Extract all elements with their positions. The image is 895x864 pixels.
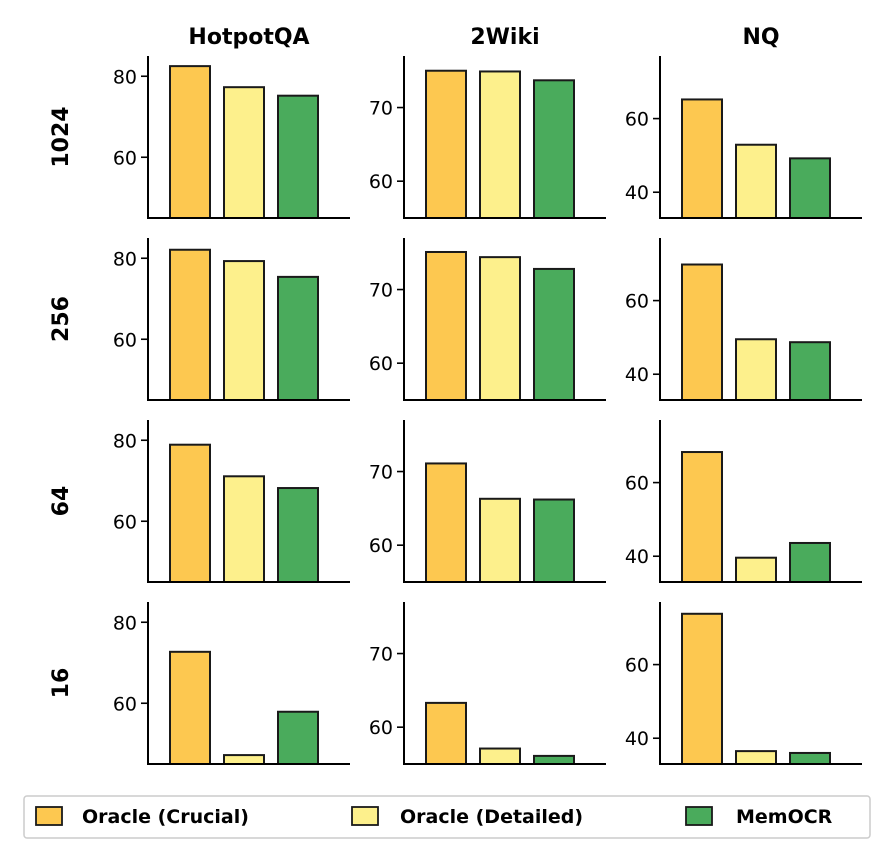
legend-label-memocr: MemOCR	[736, 806, 833, 828]
bar-oracle-detailed	[223, 475, 265, 584]
bar-oracle-detailed	[223, 86, 265, 219]
bar-oracle-crucial	[681, 612, 723, 765]
y-tick-label: 60	[113, 511, 137, 533]
bar-memocr	[277, 487, 319, 584]
y-tick-label: 40	[625, 182, 649, 204]
legend: Oracle (Crucial) Oracle (Detailed) MemOC…	[23, 795, 871, 839]
bar-memocr	[789, 157, 831, 219]
bar-memocr	[533, 267, 575, 401]
legend-label-oracle-crucial: Oracle (Crucial)	[82, 806, 249, 828]
y-tick-label: 80	[113, 612, 137, 634]
bar-memocr	[789, 541, 831, 583]
y-tick-label: 60	[625, 655, 649, 677]
y-tick-label: 80	[113, 66, 137, 88]
y-tick-label: 40	[625, 364, 649, 386]
panels: 60 80 60 70 40 60 60 80 60 70 40 60 60 80 60 70 40 60 60 80…	[113, 56, 862, 766]
panel-1024-hotpotqa: 60 80	[113, 56, 350, 219]
panel-256-nq: 40 60	[625, 238, 862, 402]
bar-oracle-crucial	[169, 650, 211, 765]
row-label-64: 64	[49, 486, 74, 517]
y-tick-label: 70	[369, 462, 393, 484]
bar-oracle-crucial	[681, 98, 723, 219]
panel-64-hotpotqa: 60 80	[113, 420, 350, 584]
bar-memocr	[277, 275, 319, 402]
bar-memocr	[277, 94, 319, 219]
bar-oracle-crucial	[169, 248, 211, 401]
y-tick-label: 80	[113, 248, 137, 270]
y-tick-label: 60	[369, 353, 393, 375]
panel-16-nq: 40 60	[625, 602, 862, 766]
y-tick-label: 60	[113, 147, 137, 169]
panel-256-hotpotqa: 60 80	[113, 238, 350, 402]
panel-16-2wiki: 60 70	[369, 602, 606, 766]
bar-oracle-crucial	[169, 443, 211, 583]
legend-swatch-memocr	[685, 806, 713, 826]
bar-oracle-detailed	[223, 754, 265, 766]
bar-oracle-crucial	[425, 69, 467, 219]
y-tick-label: 60	[369, 171, 393, 193]
y-tick-label: 70	[369, 280, 393, 302]
column-title-2wiki: 2Wiki	[470, 25, 539, 50]
bar-oracle-crucial	[169, 65, 211, 219]
bar-oracle-crucial	[425, 701, 467, 766]
panel-64-nq: 40 60	[625, 420, 862, 584]
y-tick-label: 40	[625, 728, 649, 750]
legend-frame	[23, 795, 871, 839]
panel-1024-nq: 40 60	[625, 56, 862, 219]
y-tick-label: 70	[369, 98, 393, 120]
y-tick-label: 60	[369, 717, 393, 739]
panel-1024-2wiki: 60 70	[369, 56, 606, 219]
legend-swatch-oracle-crucial	[35, 806, 63, 826]
bar-oracle-crucial	[425, 462, 467, 584]
column-titles: HotpotQA 2Wiki NQ	[188, 25, 779, 50]
y-tick-label: 60	[625, 473, 649, 495]
y-tick-label: 60	[369, 535, 393, 557]
bar-oracle-detailed	[735, 556, 777, 584]
row-label-16: 16	[49, 668, 74, 699]
bar-oracle-detailed	[735, 338, 777, 401]
y-tick-label: 40	[625, 546, 649, 568]
bar-oracle-crucial	[425, 250, 467, 401]
y-tick-label: 70	[369, 644, 393, 666]
legend-label-oracle-detailed: Oracle (Detailed)	[400, 806, 583, 828]
y-tick-label: 60	[625, 109, 649, 131]
bar-oracle-detailed	[735, 750, 777, 766]
bar-memocr	[533, 498, 575, 584]
bar-memocr	[789, 751, 831, 765]
column-title-hotpotqa: HotpotQA	[188, 25, 309, 50]
bar-oracle-detailed	[479, 747, 521, 766]
bar-oracle-detailed	[479, 256, 521, 401]
legend-swatch-oracle-detailed	[351, 806, 379, 826]
bar-oracle-detailed	[479, 497, 521, 584]
bar-oracle-detailed	[479, 70, 521, 219]
bar-memocr	[277, 710, 319, 766]
y-tick-label: 60	[113, 329, 137, 351]
y-tick-label: 60	[113, 693, 137, 715]
panel-64-2wiki: 60 70	[369, 420, 606, 584]
y-tick-label: 60	[625, 291, 649, 313]
row-label-1024: 1024	[49, 106, 74, 167]
y-tick-label: 80	[113, 430, 137, 452]
bar-oracle-crucial	[681, 263, 723, 401]
bar-oracle-crucial	[681, 451, 723, 584]
bar-oracle-detailed	[223, 260, 265, 401]
bar-oracle-detailed	[735, 143, 777, 219]
row-labels: 1024 256 64 16	[49, 106, 74, 698]
column-title-nq: NQ	[742, 25, 779, 50]
bar-memocr	[533, 79, 575, 219]
panel-16-hotpotqa: 60 80	[113, 602, 350, 766]
row-label-256: 256	[49, 296, 74, 342]
bar-memocr	[533, 754, 575, 766]
bar-memocr	[789, 341, 831, 402]
panel-256-2wiki: 60 70	[369, 238, 606, 401]
